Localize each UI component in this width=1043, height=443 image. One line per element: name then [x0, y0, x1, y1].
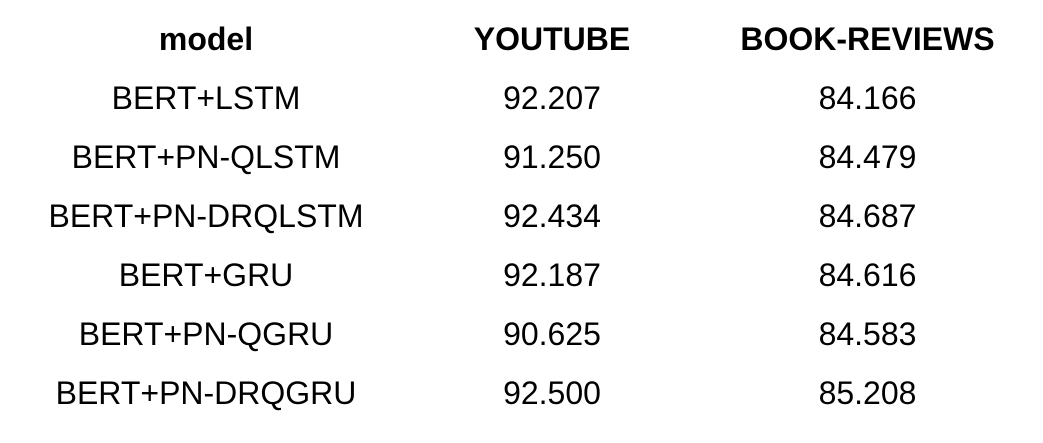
model-cell: BERT+PN-QLSTM [71, 139, 341, 175]
table-row: BERT+PN-QGRU 90.625 84.583 [0, 305, 1043, 364]
youtube-cell: 92.500 [503, 375, 601, 411]
table-row: BERT+GRU 92.187 84.616 [0, 246, 1043, 305]
header-row: model YOUTUBE BOOK-REVIEWS [0, 10, 1043, 69]
youtube-cell: 92.207 [503, 80, 601, 116]
book-reviews-cell: 85.208 [818, 375, 917, 411]
youtube-cell: 90.625 [503, 316, 601, 352]
column-header-book-reviews: BOOK-REVIEWS [740, 21, 995, 57]
book-reviews-cell: 84.583 [818, 316, 917, 352]
model-cell: BERT+PN-DRQLSTM [48, 198, 364, 234]
table-row: BERT+LSTM 92.207 84.166 [0, 69, 1043, 128]
book-reviews-cell: 84.687 [818, 198, 917, 234]
book-reviews-cell: 84.479 [818, 139, 917, 175]
table-row: BERT+PN-DRQLSTM 92.434 84.687 [0, 187, 1043, 246]
model-cell: BERT+PN-DRQGRU [55, 375, 357, 411]
youtube-cell: 92.187 [503, 257, 601, 293]
book-reviews-cell: 84.166 [818, 80, 917, 116]
model-cell: BERT+GRU [118, 257, 294, 293]
column-header-youtube: YOUTUBE [473, 21, 631, 57]
book-reviews-cell: 84.616 [818, 257, 917, 293]
youtube-cell: 91.250 [503, 139, 601, 175]
column-header-model: model [158, 21, 254, 57]
table-row: BERT+PN-DRQGRU 92.500 85.208 [0, 364, 1043, 423]
model-cell: BERT+LSTM [111, 80, 301, 116]
table-row: BERT+PN-QLSTM 91.250 84.479 [0, 128, 1043, 187]
results-table: model YOUTUBE BOOK-REVIEWS BERT+LSTM 92.… [0, 10, 1043, 423]
youtube-cell: 92.434 [503, 198, 601, 234]
model-cell: BERT+PN-QGRU [78, 316, 334, 352]
